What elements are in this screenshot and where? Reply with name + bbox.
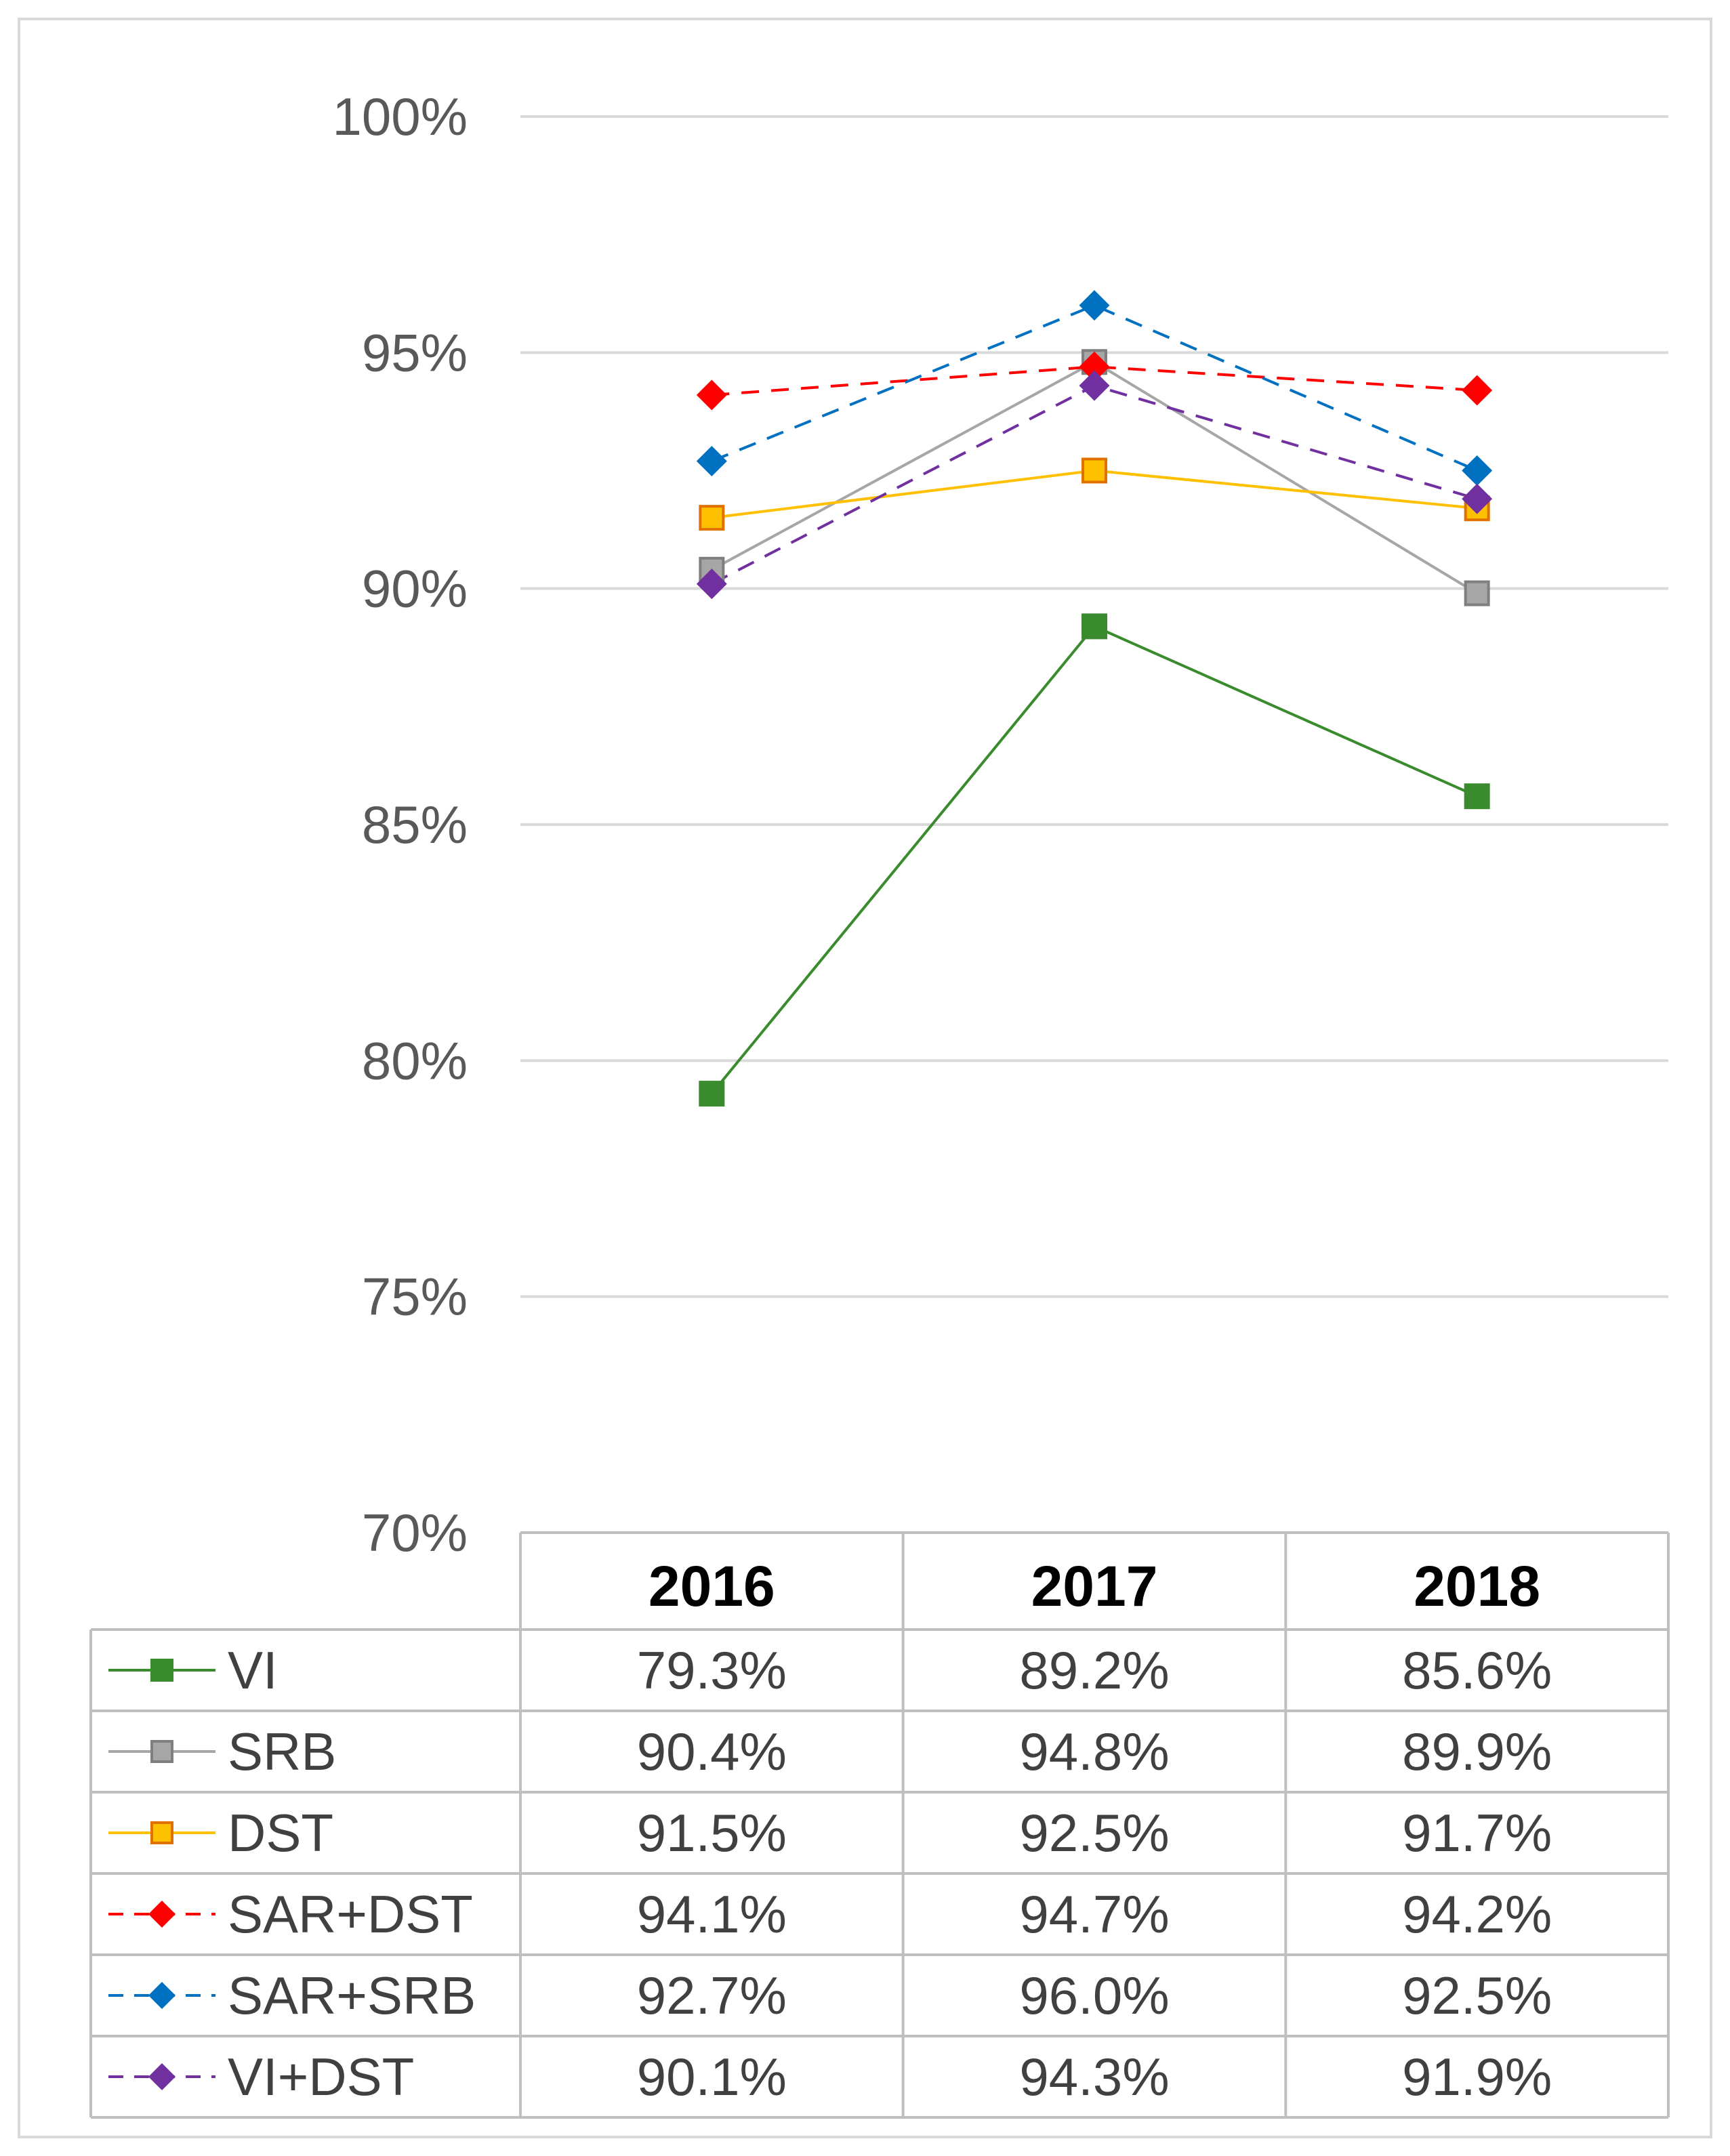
legend-label-sar-srb: SAR+SRB <box>228 1966 476 2025</box>
table-cell-sar-srb-2018: 92.5% <box>1402 1966 1552 2025</box>
data-point-vi-2016 <box>699 1081 725 1107</box>
data-point-dst-2017 <box>1082 457 1107 484</box>
legend-key-marker-vi-dst <box>148 2062 176 2091</box>
y-tick-label-80pct: 80% <box>362 1031 468 1090</box>
table-cell-dst-2017: 92.5% <box>1019 1803 1169 1863</box>
table-cell-vi-dst-2016: 90.1% <box>637 2047 787 2107</box>
data-point-sar-dst-2016 <box>696 379 727 411</box>
category-label-2016: 2016 <box>648 1554 775 1618</box>
legend-label-dst: DST <box>228 1803 333 1863</box>
category-label-2018: 2018 <box>1414 1554 1540 1618</box>
legend-key-marker-srb <box>150 1740 173 1763</box>
y-tick-label-85pct: 85% <box>362 795 468 854</box>
table-cell-srb-2016: 90.4% <box>637 1722 787 1781</box>
data-point-vi-2018 <box>1464 783 1490 810</box>
category-label-2017: 2017 <box>1031 1554 1158 1618</box>
y-tick-label-70pct: 70% <box>362 1503 468 1562</box>
table-cell-sar-dst-2016: 94.1% <box>637 1884 787 1944</box>
table-cell-sar-srb-2016: 92.7% <box>637 1966 787 2025</box>
series-markers <box>696 290 1493 1107</box>
legend-label-srb: SRB <box>228 1722 336 1781</box>
data-table: 2016 2017 2018 VI 79.3% 89.2% 85.6% SRB 90.4% 94.… <box>89 1531 1670 2119</box>
table-cell-vi-dst-2017: 94.3% <box>1019 2047 1169 2107</box>
table-cell-vi-dst-2018: 91.9% <box>1402 2047 1552 2107</box>
y-tick-label-95pct: 95% <box>362 323 468 382</box>
legend-label-sar-dst: SAR+DST <box>228 1884 473 1944</box>
data-point-vi-2017 <box>1082 613 1107 640</box>
table-cell-dst-2016: 91.5% <box>637 1803 787 1863</box>
table-cell-vi-2016: 79.3% <box>637 1640 787 1700</box>
series-line-sar-dst <box>712 365 1477 397</box>
data-point-sar-srb-2017 <box>1079 290 1110 321</box>
y-tick-label-100pct: 100% <box>333 87 468 146</box>
y-tick-label-75pct: 75% <box>362 1267 468 1327</box>
legend-key-marker-dst <box>150 1821 173 1844</box>
table-cell-vi-2017: 89.2% <box>1019 1640 1169 1700</box>
legend-key-marker-sar-srb <box>148 1981 176 2010</box>
y-axis-tick-labels: 70% 75% 80% 85% 90% 95% 100% <box>333 87 468 1562</box>
data-point-sar-srb-2016 <box>696 446 727 477</box>
legend-key-marker-vi <box>150 1659 173 1682</box>
data-point-sar-dst-2018 <box>1462 375 1493 406</box>
table-cell-sar-dst-2018: 94.2% <box>1402 1884 1552 1944</box>
table-cell-vi-2018: 85.6% <box>1402 1640 1552 1700</box>
legend-key-marker-sar-dst <box>148 1900 176 1928</box>
y-tick-label-90pct: 90% <box>362 559 468 619</box>
legend-label-vi: VI <box>228 1640 278 1700</box>
chart-border <box>18 18 1712 2138</box>
data-point-vi-dst-2017 <box>1079 370 1110 401</box>
data-point-srb-2018 <box>1464 580 1490 606</box>
legend-label-vi-dst: VI+DST <box>228 2047 414 2107</box>
table-cell-sar-srb-2017: 96.0% <box>1019 1966 1169 2025</box>
series-line-sar-srb <box>711 304 1478 472</box>
table-cell-srb-2018: 89.9% <box>1402 1722 1552 1781</box>
data-point-vi-dst-2016 <box>696 568 727 600</box>
table-cell-dst-2018: 91.7% <box>1402 1803 1552 1863</box>
table-cell-srb-2017: 94.8% <box>1019 1722 1169 1781</box>
data-point-dst-2016 <box>699 505 725 531</box>
table-cell-sar-dst-2017: 94.7% <box>1019 1884 1169 1944</box>
data-point-vi-dst-2018 <box>1462 483 1493 514</box>
